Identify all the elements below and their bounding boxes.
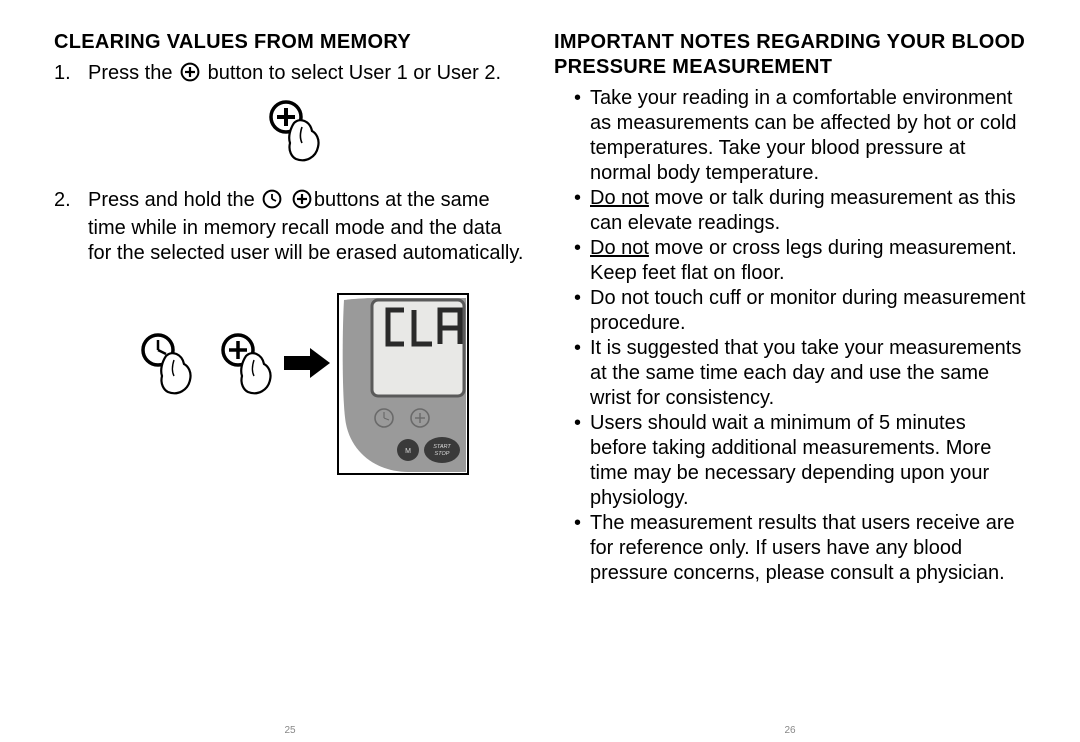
bullet-icon: • xyxy=(574,286,590,336)
note-1-text: Take your reading in a comfortable envir… xyxy=(590,86,1026,186)
note-3: • Do not move or cross legs during measu… xyxy=(554,236,1026,286)
plus-icon xyxy=(292,189,312,216)
step-2-num: 2. xyxy=(54,188,88,266)
note-3-text: Do not move or cross legs during measure… xyxy=(590,236,1026,286)
note-5-text: It is suggested that you take your measu… xyxy=(590,336,1026,411)
bullet-icon: • xyxy=(574,186,590,236)
step-1-pre: Press the xyxy=(88,62,178,84)
bullet-icon: • xyxy=(574,86,590,186)
step-2-pre: Press and hold the xyxy=(88,189,260,211)
note-7: • The measurement results that users rec… xyxy=(554,511,1026,586)
note-2-underline: Do not xyxy=(590,187,649,209)
right-heading: IMPORTANT NOTES REGARDING YOUR BLOOD PRE… xyxy=(554,30,1026,80)
arrow-icon xyxy=(284,348,330,378)
note-6-text: Users should wait a minimum of 5 minutes… xyxy=(590,411,1026,511)
step-1-post: button to select User 1 or User 2. xyxy=(202,62,501,84)
step-1: 1. Press the button to select User 1 or … xyxy=(54,61,526,89)
bullet-icon: • xyxy=(574,411,590,511)
note-5: • It is suggested that you take your mea… xyxy=(554,336,1026,411)
note-2: • Do not move or talk during measurement… xyxy=(554,186,1026,236)
note-3-underline: Do not xyxy=(590,237,649,259)
note-6: • Users should wait a minimum of 5 minut… xyxy=(554,411,1026,511)
page-number-right: 26 xyxy=(784,725,795,736)
note-4-text: Do not touch cuff or monitor during meas… xyxy=(590,286,1026,336)
plus-icon xyxy=(180,62,200,89)
step-1-body: Press the button to select User 1 or Use… xyxy=(88,61,526,89)
page-number-left: 25 xyxy=(284,725,295,736)
svg-text:M: M xyxy=(405,448,411,455)
note-7-text: The measurement results that users recei… xyxy=(590,511,1026,586)
note-4: • Do not touch cuff or monitor during me… xyxy=(554,286,1026,336)
right-page: IMPORTANT NOTES REGARDING YOUR BLOOD PRE… xyxy=(540,30,1040,732)
note-3-rest: move or cross legs during measurement. K… xyxy=(590,237,1017,284)
left-heading: CLEARING VALUES FROM MEMORY xyxy=(54,30,526,55)
note-1: • Take your reading in a comfortable env… xyxy=(554,86,1026,186)
svg-text:START: START xyxy=(433,444,451,450)
step-2-body: Press and hold the buttons at the same t… xyxy=(88,188,526,266)
clock-icon xyxy=(262,189,282,216)
figure-clear-memory: M START STOP xyxy=(54,290,526,485)
svg-text:STOP: STOP xyxy=(435,451,450,457)
bullet-icon: • xyxy=(574,236,590,286)
note-2-text: Do not move or talk during measurement a… xyxy=(590,186,1026,236)
note-2-rest: move or talk during measurement as this … xyxy=(590,187,1016,234)
figure-press-plus xyxy=(54,93,526,178)
left-page: CLEARING VALUES FROM MEMORY 1. Press the… xyxy=(40,30,540,732)
step-2: 2. Press and hold the buttons at the sam… xyxy=(54,188,526,266)
bullet-icon: • xyxy=(574,511,590,586)
bullet-icon: • xyxy=(574,336,590,411)
step-1-num: 1. xyxy=(54,61,88,89)
